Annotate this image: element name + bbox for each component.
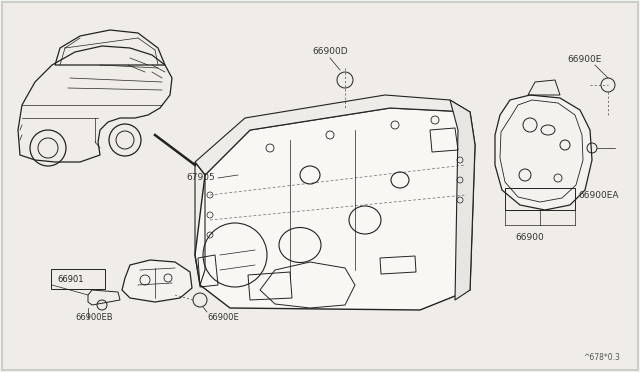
Text: 67905: 67905 [186,173,215,183]
Text: 66901: 66901 [57,276,83,285]
Text: 66900: 66900 [516,234,545,243]
Polygon shape [495,95,592,210]
Text: 66900E: 66900E [568,55,602,64]
Polygon shape [195,95,470,175]
Text: 66900D: 66900D [312,48,348,57]
Polygon shape [122,260,192,302]
Polygon shape [450,100,475,300]
Text: 66900EA: 66900EA [578,190,618,199]
Polygon shape [195,108,475,310]
Text: 66900E: 66900E [207,314,239,323]
Text: ^678*0.3: ^678*0.3 [583,353,620,362]
Text: 66900EB: 66900EB [75,314,113,323]
